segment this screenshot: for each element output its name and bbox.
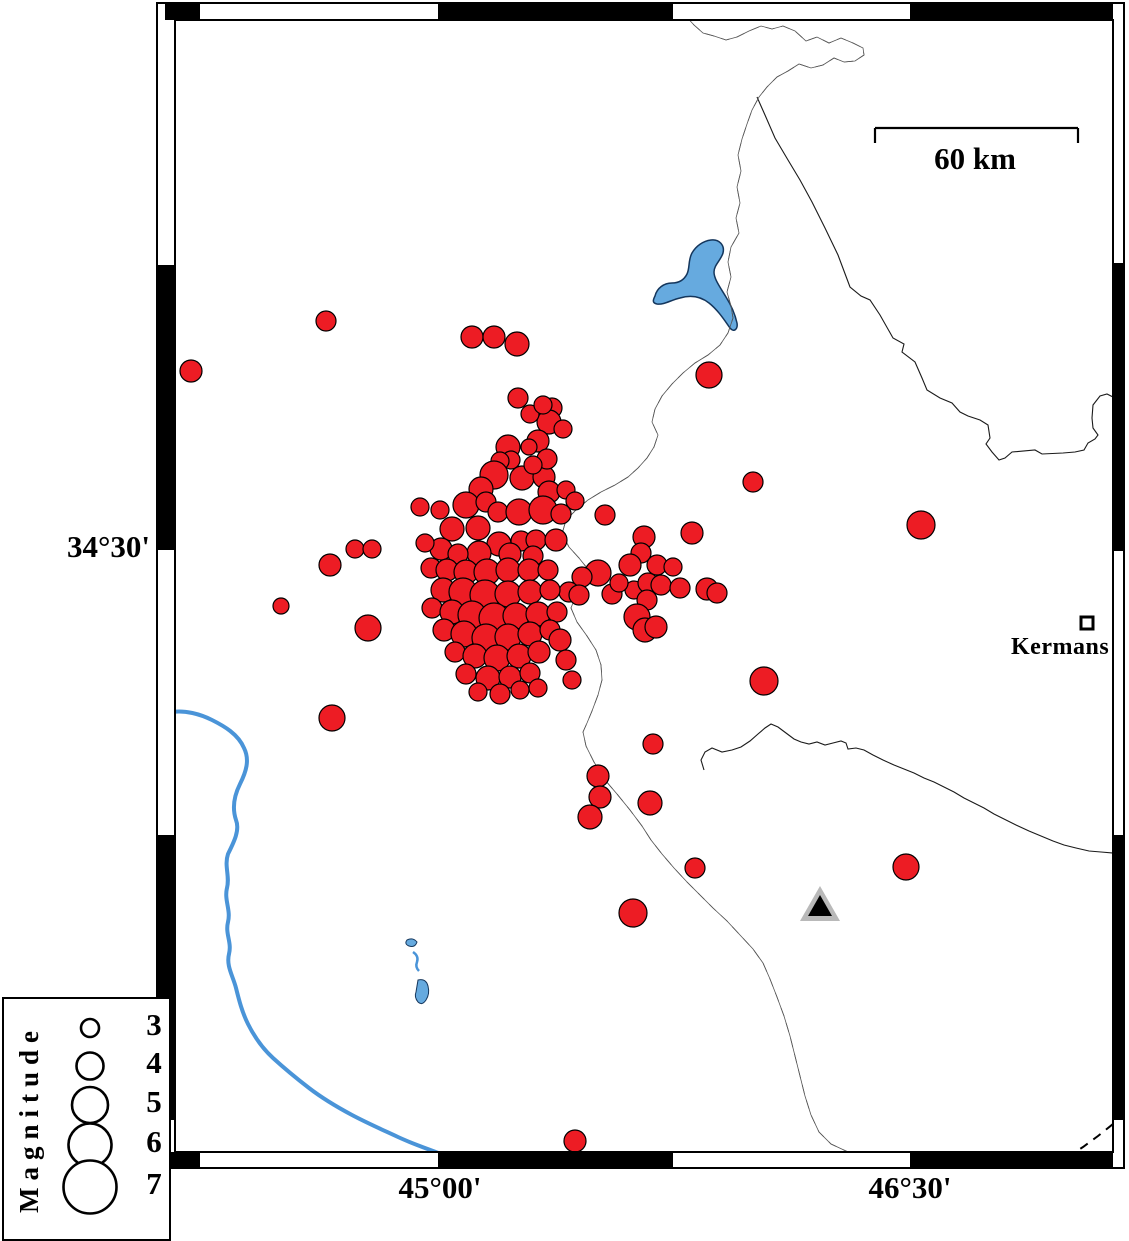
map-frame [156, 2, 1125, 1169]
earthquake-dot [680, 521, 704, 545]
border-dashed-corner [1074, 1123, 1112, 1151]
earthquake-dot [577, 804, 603, 830]
legend-value-3: 3 [146, 1007, 162, 1042]
station-triangle-icon [800, 886, 840, 921]
earthquake-dot [565, 491, 585, 511]
earthquake-dot [354, 614, 382, 642]
earthquake-dot [318, 704, 346, 732]
earthquake-dot [272, 597, 290, 615]
earthquake-dot [410, 497, 430, 517]
earthquake-dot [482, 325, 506, 349]
earthquake-dot [594, 504, 616, 526]
earthquake-dot [179, 359, 203, 383]
earthquake-dot [555, 649, 577, 671]
legend-value-5: 5 [146, 1084, 162, 1119]
longitude-label-west: 45°00' [398, 1170, 482, 1205]
earthquake-dot [550, 503, 572, 525]
legend-value-6: 6 [146, 1124, 162, 1159]
earthquake-dot [487, 501, 509, 523]
earthquake-dot [695, 361, 723, 389]
earthquake-dot [430, 500, 450, 520]
earthquake-dot [517, 579, 543, 605]
legend-circle-m3 [79, 1017, 101, 1039]
earthquake-dot [452, 491, 480, 519]
earthquake-dot [892, 853, 920, 881]
earthquake-dot [706, 582, 728, 604]
scale-bar-label: 60 km [934, 141, 1016, 176]
earthquake-dot [669, 577, 691, 599]
river-line [176, 709, 439, 1151]
pond-small-1 [405, 938, 418, 947]
earthquake-dot [644, 615, 668, 639]
pond-small-3 [414, 979, 430, 1005]
earthquake-dot [504, 331, 530, 357]
earthquake-dot [507, 387, 529, 409]
scale-bar [873, 126, 1080, 143]
earthquake-dot [345, 539, 365, 559]
legend-circle-m5 [70, 1085, 110, 1125]
earthquake-dot [505, 498, 533, 526]
longitude-label-east: 46°30' [868, 1170, 952, 1205]
earthquake-dot [421, 597, 443, 619]
earthquake-dot [523, 455, 543, 475]
earthquake-dot [650, 574, 672, 596]
earthquake-dot [455, 663, 477, 685]
earthquake-dot [906, 510, 936, 540]
earthquake-dot [563, 1129, 587, 1151]
city-square-icon [1079, 615, 1095, 631]
earthquake-dot [586, 764, 610, 788]
legend-value-4: 4 [146, 1045, 162, 1080]
earthquake-dot [537, 559, 559, 581]
earthquake-dot [460, 325, 484, 349]
earthquake-dot [544, 528, 568, 552]
earthquake-dot [468, 682, 488, 702]
city-label: Kermans [1011, 634, 1110, 660]
earthquake-dot [663, 557, 683, 577]
legend-value-7: 7 [146, 1166, 162, 1201]
legend-symbols [62, 1017, 118, 1215]
boundary-line-southeast [700, 723, 1112, 854]
earthquake-dot [618, 553, 642, 577]
earthquake-dot [495, 557, 521, 583]
earthquake-dot [318, 553, 342, 577]
earthquake-dot [684, 857, 706, 879]
earthquake-dot [489, 683, 511, 705]
international-border-dashed [560, 21, 1112, 1151]
earthquake-dot [465, 515, 491, 541]
earthquake-dot [588, 785, 612, 809]
boundary-line-northeast [756, 96, 1112, 461]
earthquake-dot [510, 680, 530, 700]
earthquake-dot [539, 579, 561, 601]
earthquake-dot [609, 573, 629, 593]
earthquake-dot [362, 539, 382, 559]
earthquake-dot [444, 641, 466, 663]
earthquake-dot [415, 533, 435, 553]
earthquake-dot [528, 678, 548, 698]
earthquake-dot [315, 310, 337, 332]
earthquake-epicenters [179, 310, 936, 1151]
earthquake-dot [642, 733, 664, 755]
earthquake-dot [546, 601, 568, 623]
earthquake-dot [637, 790, 663, 816]
seismicity-map [156, 2, 1125, 1169]
earthquake-dot [749, 666, 779, 696]
earthquake-dot [527, 640, 551, 664]
legend-circle-m7 [62, 1159, 118, 1215]
latitude-label: 34°30' [66, 529, 150, 564]
earthquake-dot [742, 471, 764, 493]
earthquake-dot [533, 395, 553, 415]
earthquake-dot [618, 898, 648, 928]
legend-circle-m4 [75, 1051, 105, 1081]
lake [652, 239, 738, 331]
earthquake-dot [568, 584, 590, 606]
pond-small-2 [412, 950, 420, 972]
earthquake-dot [439, 516, 465, 542]
earthquake-dot [562, 670, 582, 690]
earthquake-dot [517, 558, 541, 582]
earthquake-dot [520, 404, 540, 424]
earthquake-dot [548, 628, 572, 652]
earthquake-dot [520, 438, 538, 456]
earthquake-dot [553, 419, 573, 439]
